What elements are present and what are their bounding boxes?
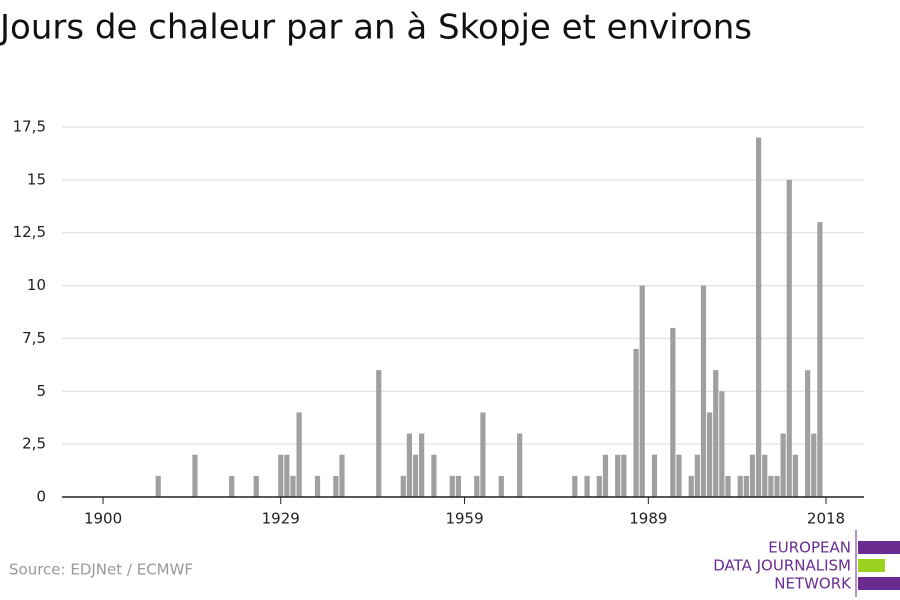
bar [155, 475, 161, 497]
bar [253, 475, 259, 497]
bar [406, 433, 412, 497]
logo-bar [858, 541, 900, 554]
bar [780, 433, 786, 497]
bar [811, 433, 817, 497]
logo-bar [858, 559, 885, 572]
bar [633, 349, 639, 497]
bar [455, 475, 462, 497]
bar [192, 454, 198, 497]
bar [621, 454, 627, 497]
y-tick-label: 0 [36, 488, 46, 506]
bar [651, 454, 658, 497]
bar [707, 412, 713, 497]
bar [700, 285, 707, 497]
x-tick-label: 1929 [262, 510, 300, 528]
bar [229, 475, 235, 497]
y-tick-label: 10 [27, 276, 46, 294]
bar [290, 475, 296, 497]
bar [572, 475, 578, 497]
x-tick-label: 1959 [445, 510, 483, 528]
bar [314, 475, 321, 497]
bar [774, 475, 780, 497]
bar [333, 475, 339, 497]
y-tick-label: 2,5 [22, 435, 46, 453]
bar [376, 370, 382, 497]
bar [688, 475, 694, 497]
bar [786, 179, 792, 497]
logo-text: NETWORK [774, 575, 852, 593]
source: Source: EDJNet / ECMWF [9, 561, 193, 579]
bar [719, 391, 725, 497]
x-tick-label: 1989 [629, 510, 667, 528]
bar [749, 454, 756, 497]
bar [756, 137, 762, 498]
bar [676, 454, 682, 497]
bar [449, 475, 455, 497]
y-tick-label: 17,5 [13, 118, 46, 136]
bar [412, 454, 419, 497]
bar [278, 454, 284, 497]
bar [596, 475, 602, 497]
logo: EUROPEAN DATA JOURNALISM NETWORK [713, 530, 900, 597]
bar [480, 412, 486, 497]
logo-bar [858, 577, 900, 590]
bar [296, 412, 302, 497]
x-tick-label: 1900 [84, 510, 122, 528]
y-tick-label: 7,5 [22, 329, 46, 347]
y-tick-label: 12,5 [13, 223, 46, 241]
bar [817, 222, 823, 497]
bar [339, 454, 345, 497]
bar [713, 370, 719, 497]
x-tick-label: 2018 [807, 510, 845, 528]
bar [762, 454, 768, 497]
bar [400, 475, 406, 497]
bar [474, 475, 480, 497]
logo-text: DATA JOURNALISM [713, 557, 851, 575]
bar [584, 475, 590, 497]
bar [694, 454, 700, 497]
bar [419, 433, 425, 497]
bar [725, 475, 731, 497]
bar [737, 475, 743, 497]
logo-text: EUROPEAN [768, 539, 851, 557]
y-tick-label: 15 [27, 170, 46, 188]
bar [602, 454, 609, 497]
bar [792, 454, 798, 497]
bar [517, 433, 523, 497]
bar [743, 475, 749, 497]
bar [670, 327, 676, 497]
bar [284, 454, 290, 497]
bar [431, 454, 437, 497]
bar [768, 475, 774, 497]
bar [498, 475, 504, 497]
y-tick-label: 5 [36, 382, 46, 400]
bar [805, 370, 811, 497]
bar [639, 285, 645, 497]
chart-title: Jours de chaleur par an à Skopje et envi… [0, 8, 752, 48]
bar [615, 454, 621, 497]
